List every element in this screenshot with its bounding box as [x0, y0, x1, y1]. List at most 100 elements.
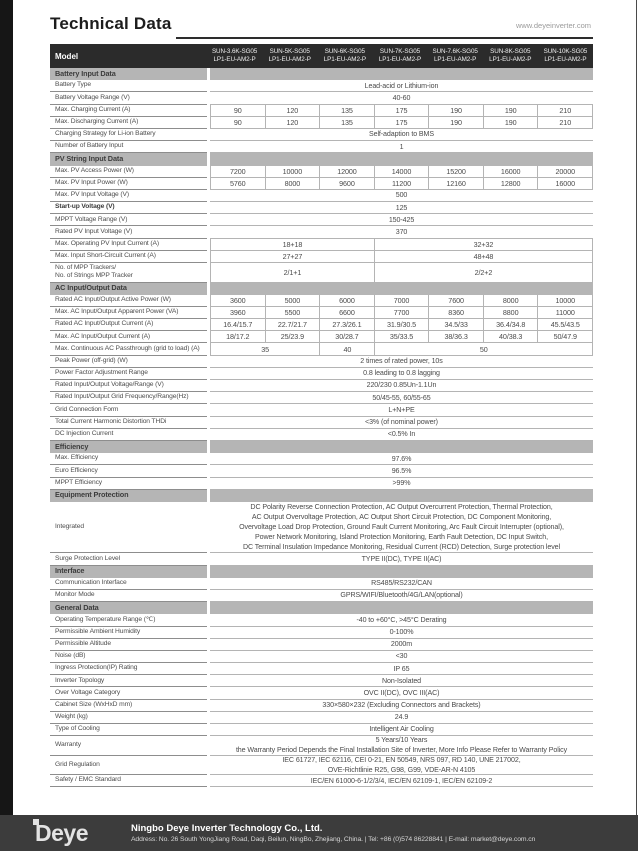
row-label-line: Max. Charging Current (A) [55, 105, 131, 113]
value-cell: 120 [264, 116, 320, 128]
row-label-line: Warranty [55, 741, 81, 749]
spec-row: Safety / EMC Standard IEC/EN 61000-6-1/2/… [50, 775, 593, 788]
row-value: Self-adaption to BMS [210, 129, 593, 142]
model-name-line2: LP1-EU-AM2-P [544, 56, 587, 63]
spec-row: Max. Operating PV Input Current (A) 18+18… [50, 238, 593, 251]
value-span-cell: 27+27 [282, 251, 303, 261]
row-value-line: Lead-acid or Lithium-ion [364, 81, 439, 90]
value-cell: 210 [537, 104, 592, 116]
row-value: >99% [210, 478, 593, 490]
row-label-line: DC Injection Current [55, 430, 114, 438]
row-label-line: Rated PV Input Voltage (V) [55, 227, 133, 235]
row-value-text: TYPE II(DC), TYPE II(AC) [210, 554, 593, 564]
model-name-line1: SUN-3.6K-SG05 [211, 48, 258, 55]
value-cell: 36.4/34.8 [482, 319, 538, 331]
spec-row: Max. AC Input/Output Current (A) 18/17.2 2… [50, 331, 593, 344]
model-header-label: Model [55, 51, 79, 61]
row-label: Rated PV Input Voltage (V) [50, 226, 207, 239]
spec-row: Start-up Voltage (V) 125 [50, 202, 593, 215]
row-value-text: -40 to +60°C, >45°C Derating [210, 615, 593, 625]
row-label: Permissible Altitude [50, 639, 207, 651]
row-value: RS485/RS232/CAN [210, 578, 593, 590]
spec-row: MPPT Voltage Range (V) 150-425 [50, 214, 593, 227]
page-title: Technical Data [50, 14, 172, 33]
row-label: Operating Temperature Range (℃) [50, 614, 207, 627]
row-value-line: Self-adaption to BMS [368, 130, 435, 139]
row-value-text: Lead-acid or Lithium-ion [210, 81, 593, 91]
row-value-text: 125 [210, 203, 593, 213]
row-value-text: 0-100% [210, 627, 593, 637]
model-name-line2: LP1-EU-AM2-P [489, 56, 532, 63]
value-cell: 135 [319, 116, 374, 128]
row-value: IP 65 [210, 663, 593, 676]
value-cell: 8800 [482, 306, 538, 319]
row-value-line: <30 [395, 652, 408, 661]
row-value: 97.6% [210, 453, 593, 466]
section-row: Interface [50, 565, 593, 578]
spec-row: Charging Strategy for Li-ion Battery Self… [50, 129, 593, 142]
row-label-line: Ingress Protection(IP) Rating [55, 664, 138, 672]
row-label: Type of Cooling [50, 724, 207, 737]
spec-row: Weight (kg) 24.9 [50, 712, 593, 724]
model-column: SUN-3.6K-SG05 LP1-EU-AM2-P [207, 44, 262, 68]
value-cell: 15200 [428, 165, 483, 177]
spec-row: Max. Continuous AC Passthrough (grid to … [50, 343, 593, 356]
model-name-line1: SUN-7.6K-SG05 [432, 48, 478, 55]
row-value-line: >99% [392, 478, 411, 487]
row-label-line: Monitor Mode [55, 591, 95, 599]
model-column: SUN-6K-SG05 LP1-EU-AM2-P [317, 44, 372, 68]
spec-row: DC Injection Current <0.5% In [50, 429, 593, 441]
value-cell: 5760 [229, 178, 246, 188]
row-label: Surge Protection Level [50, 553, 207, 566]
section-title: General Data [50, 602, 207, 615]
row-value-line: AC Output Overvoltage Protection, AC Out… [251, 512, 552, 521]
row-label-line: AC Input/Output Data [55, 283, 127, 293]
row-values: 35 40 50 [210, 343, 593, 356]
spec-row: Max. Charging Current (A) 90 120 135 175 190 1… [50, 104, 593, 117]
row-value: DC Polarity Reverse Connection Protectio… [210, 502, 593, 554]
row-value: <30 [210, 651, 593, 664]
title-rule [176, 37, 593, 39]
section-title: AC Input/Output Data [50, 282, 207, 295]
row-value: 330×580×232 (Excluding Connectors and Br… [210, 700, 593, 712]
spec-row: Max. PV Access Power (W) 7200 10000 12000 14… [50, 165, 593, 178]
value-span-cell: 32+32 [373, 238, 592, 250]
section-row: PV String Input Data [50, 153, 593, 166]
spec-row: Number of Battery Input 1 [50, 141, 593, 154]
row-label-line: Battery Type [55, 81, 91, 89]
section-title: Interface [50, 565, 207, 578]
row-label-line: PV String Input Data [55, 154, 124, 164]
row-value-line: 5 Years/10 Years [375, 736, 428, 745]
row-value-text: L+N+PE [210, 405, 593, 415]
value-cell: 27.3/26.1 [319, 319, 374, 331]
spec-row: MPPT Efficiency >99% [50, 478, 593, 490]
deye-logo: Deye [33, 818, 115, 845]
row-label-line: Total Current Harmonic Distortion THDi [55, 417, 167, 425]
row-label-line: Charging Strategy for Li-ion Battery [55, 130, 156, 138]
section-bar [210, 282, 593, 295]
row-value-text: 0.8 leading to 0.8 lagging [210, 368, 593, 378]
spec-row: No. of MPP Trackers/No. of Strings MPP T… [50, 263, 593, 283]
row-value-text: <3% (of nominal power) [210, 417, 593, 427]
row-values: 2/1+1 2/2+2 [210, 263, 593, 283]
value-span-cell: 48+48 [373, 250, 592, 262]
row-label: Rated AC Input/Output Active Power (W) [50, 295, 207, 307]
value-cell: 12000 [319, 165, 374, 177]
row-label: Max. Operating PV Input Current (A) [50, 239, 207, 251]
row-value-text: 150-425 [210, 215, 593, 225]
row-label-line: Safety / EMC Standard [55, 776, 121, 784]
spec-row: Rated PV Input Voltage (V) 370 [50, 226, 593, 239]
row-label: Rated Input/Output Voltage/Range (V) [50, 380, 207, 393]
row-label: Peak Power (off-grid) (W) [50, 356, 207, 368]
row-value-text: >99% [210, 478, 593, 488]
row-value: 5 Years/10 Years the Warranty Period Depe… [210, 736, 593, 756]
row-value-text: 370 [210, 227, 593, 237]
page-left-edge [0, 0, 13, 851]
row-value: TYPE II(DC), TYPE II(AC) [210, 553, 593, 566]
value-cell: 38/36.3 [428, 331, 483, 343]
value-cell: 190 [428, 116, 483, 128]
value-cell: 11000 [537, 306, 592, 319]
row-label-line: Max. Discharging Current (A) [55, 118, 139, 126]
row-label: Max. Input Short-Circuit Current (A) [50, 251, 207, 263]
